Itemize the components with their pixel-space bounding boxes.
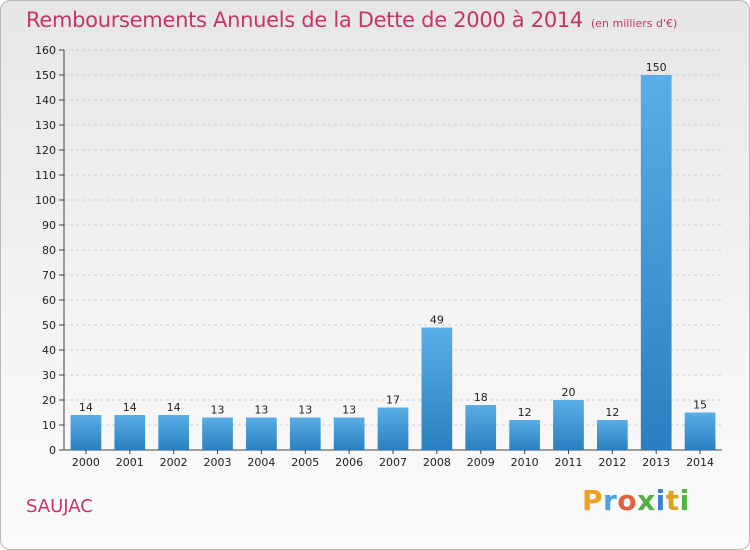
x-tick-label: 2002: [160, 456, 188, 469]
value-label: 14: [123, 401, 137, 414]
value-label: 14: [79, 401, 93, 414]
logo-letter: x: [637, 484, 656, 517]
logo-letter: t: [665, 484, 680, 517]
y-tick-label: 10: [42, 419, 56, 432]
label-layer: 2000 14 2001 14 2002 14 2003 13 2004 13 2005 13 2006…: [72, 61, 714, 469]
bar-2014: [684, 412, 716, 450]
y-tick-label: 110: [35, 169, 56, 182]
x-tick-label: 2004: [247, 456, 275, 469]
y-tick-label: 60: [42, 294, 56, 307]
y-tick-label: 40: [42, 344, 56, 357]
logo-letter: i: [655, 484, 666, 517]
value-label: 14: [167, 401, 181, 414]
x-tick-label: 2013: [642, 456, 670, 469]
x-tick-label: 2005: [291, 456, 319, 469]
x-tick-label: 2008: [423, 456, 451, 469]
value-label: 20: [561, 386, 575, 399]
bar-2005: [289, 417, 321, 450]
x-tick-label: 2014: [686, 456, 714, 469]
y-tick-label: 70: [42, 269, 56, 282]
bar-2004: [246, 417, 277, 450]
bar-layer: [70, 75, 716, 450]
bar-2007: [377, 407, 409, 450]
value-label: 12: [518, 406, 532, 419]
bar-2008: [421, 327, 453, 450]
bar-2006: [333, 417, 365, 450]
x-tick-label: 2006: [335, 456, 363, 469]
proxiti-logo[interactable]: Proxiti: [582, 484, 690, 517]
x-tick-label: 2009: [467, 456, 495, 469]
value-label: 49: [430, 314, 444, 327]
chart-title: Remboursements Annuels de la Dette de 20…: [26, 8, 677, 32]
value-label: 13: [211, 404, 225, 417]
value-label: 13: [298, 404, 312, 417]
bar-2001: [114, 415, 146, 450]
x-tick-label: 2011: [554, 456, 582, 469]
y-tick-label: 140: [35, 94, 56, 107]
bar-2009: [465, 405, 497, 450]
y-tick-label: 120: [35, 144, 56, 157]
y-tick-label: 100: [35, 194, 56, 207]
y-tick-label: 50: [42, 319, 56, 332]
chart-unit: (en milliers d'€): [591, 17, 678, 30]
value-label: 150: [646, 61, 667, 74]
value-label: 12: [605, 406, 619, 419]
value-label: 15: [693, 399, 707, 412]
x-tick-label: 2010: [511, 456, 539, 469]
bar-2000: [70, 415, 102, 450]
grid-layer: [64, 49, 722, 426]
logo-letter: P: [582, 484, 604, 517]
bar-2013: [640, 75, 672, 450]
x-tick-label: 2000: [72, 456, 100, 469]
logo-letter: o: [617, 484, 638, 517]
commune-name: SAUJAC: [26, 496, 93, 517]
y-tick-label: 150: [35, 69, 56, 82]
y-tick-label: 80: [42, 244, 56, 257]
bar-2002: [158, 415, 190, 450]
y-tick-label: 20: [42, 394, 56, 407]
value-label: 13: [254, 404, 268, 417]
x-tick-label: 2003: [204, 456, 232, 469]
x-tick-label: 2001: [116, 456, 144, 469]
logo-letter: i: [679, 484, 690, 517]
value-label: 13: [342, 404, 356, 417]
bar-2011: [553, 400, 584, 450]
x-tick-label: 2007: [379, 456, 407, 469]
logo-letter: r: [603, 484, 618, 517]
bar-2010: [509, 420, 540, 450]
value-label: 17: [386, 394, 400, 407]
bar-2003: [202, 417, 233, 450]
x-tick-label: 2012: [598, 456, 626, 469]
y-tick-label: 0: [49, 444, 56, 457]
y-tick-label: 30: [42, 369, 56, 382]
y-tick-label: 90: [42, 219, 56, 232]
value-label: 18: [474, 391, 488, 404]
chart-title-text: Remboursements Annuels de la Dette de 20…: [26, 8, 583, 32]
bar-2012: [596, 420, 628, 450]
y-tick-label: 130: [35, 119, 56, 132]
y-tick-label: 160: [35, 44, 56, 57]
